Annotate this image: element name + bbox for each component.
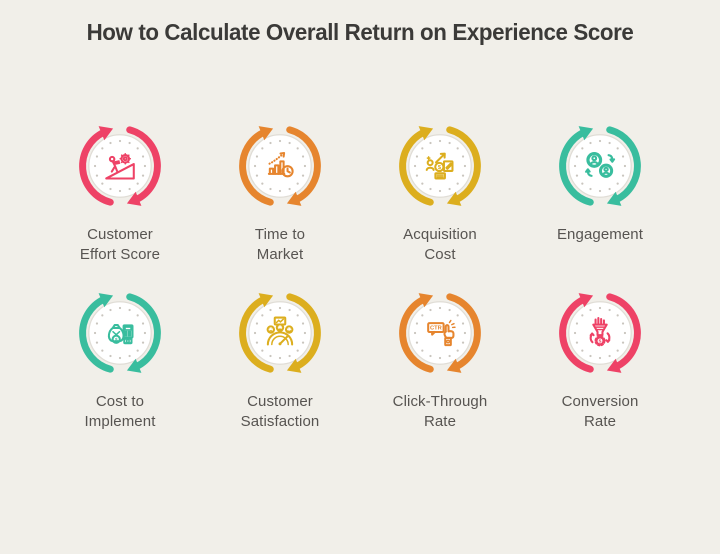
cycle-ring-badge: $ (392, 118, 488, 214)
ctr-glyph: CTR (430, 326, 443, 332)
metric-label-line2: Implement (84, 413, 156, 430)
metric-label-line2: Satisfaction (240, 413, 320, 430)
metric-label-line1: Time to (254, 226, 306, 243)
cycle-ring-badge (232, 118, 328, 214)
metric-card-conversion-rate: $ Conversion Rate (520, 285, 680, 432)
metric-card-engagement: Engagement (520, 118, 680, 265)
cost-to-implement-icon: $ (107, 323, 134, 345)
metric-grid: Customer Effort Score Time to Market (0, 118, 720, 432)
cycle-ring-badge (232, 285, 328, 381)
metric-label-line2: Cost (424, 246, 456, 263)
dollar-glyph: $ (599, 339, 602, 345)
metric-card-customer-effort-score: Customer Effort Score (40, 118, 200, 265)
metric-label-line1: Conversion (561, 393, 639, 410)
infographic-slide: How to Calculate Overall Return on Exper… (0, 14, 720, 554)
metric-label-line2: Rate (423, 413, 457, 430)
page-title: How to Calculate Overall Return on Exper… (86, 19, 634, 45)
cycle-ring-badge: $ (72, 285, 168, 381)
customer-satisfaction-icon (266, 316, 294, 346)
cycle-ring-badge: $ (552, 285, 648, 381)
metric-label-line2: Market (256, 246, 304, 263)
metric-label: Customer Satisfaction (241, 392, 320, 432)
time-to-market-icon (267, 152, 294, 178)
engagement-icon (585, 152, 616, 178)
conversion-rate-icon: $ (589, 317, 611, 347)
metric-label-line1: Cost to (95, 393, 145, 410)
metric-label: Customer Effort Score (80, 225, 160, 265)
metric-label-line1: Engagement (556, 226, 644, 243)
cycle-ring-badge (72, 118, 168, 214)
metric-label-line1: Acquisition (403, 226, 477, 243)
metric-label: Time to Market (255, 225, 305, 265)
metric-label: Conversion Rate (562, 392, 639, 432)
cycle-ring-badge: CTR (392, 285, 488, 381)
dollar-glyph: $ (438, 165, 442, 171)
metric-card-time-to-market: Time to Market (200, 118, 360, 265)
click-through-rate-icon: CTR (427, 319, 456, 347)
metric-label: Acquisition Cost (403, 225, 477, 265)
acquisition-cost-icon: $ (425, 152, 454, 180)
metric-label-line1: Customer (87, 226, 153, 243)
metric-label: Click-Through Rate (393, 392, 488, 432)
metric-card-click-through-rate: CTR Click-Through Rate (360, 285, 520, 432)
metric-card-cost-to-implement: $ Cost to Implement (40, 285, 200, 432)
metric-label-line1: Customer (247, 393, 313, 410)
metric-label-line2: Effort Score (79, 246, 161, 263)
metric-card-customer-satisfaction: Customer Satisfaction (200, 285, 360, 432)
dollar-glyph: $ (115, 337, 118, 343)
metric-card-acquisition-cost: $ Acquisition Cost (360, 118, 520, 265)
metric-label-line1: Click-Through (392, 393, 488, 410)
slide-background: { "slide": { "title": "How to Calculate … (0, 14, 720, 554)
metric-label: Engagement (557, 225, 643, 245)
customer-effort-score-icon (105, 152, 135, 180)
cycle-ring-badge (552, 118, 648, 214)
metric-label: Cost to Implement (85, 392, 156, 432)
metric-label-line2: Rate (583, 413, 617, 430)
